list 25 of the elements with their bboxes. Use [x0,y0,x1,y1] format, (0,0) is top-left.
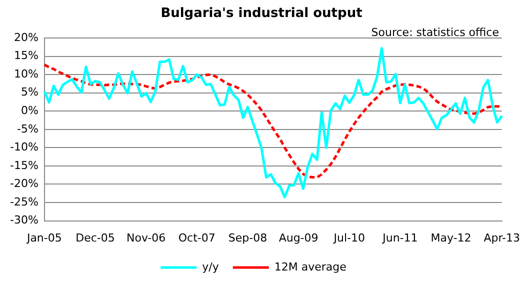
y-tick-label: 10% [14,67,38,80]
legend-label: 12M average [274,260,347,274]
y-tick-label: 0% [20,104,38,117]
y-tick-label: -15% [10,158,38,172]
chart-title: Bulgaria's industrial output [160,6,364,21]
y-tick-label: 15% [14,49,38,62]
y-tick-label: -25% [10,195,38,208]
x-tick-label: Jun-11 [382,231,418,244]
x-tick-label: Jul-10 [332,231,365,244]
y-tick-label: -5% [16,122,38,136]
legend-label: y/y [202,260,220,274]
x-tick-label: Jan-05 [26,231,62,244]
y-tick-label: -20% [10,177,38,190]
x-tick-label: Dec-05 [76,231,115,244]
y-tick-label: -10% [10,140,38,154]
y-tick-label: 20% [14,30,38,44]
x-tick-label: Nov-06 [126,231,166,244]
x-tick-label: Oct-07 [178,231,216,244]
x-tick-label: May-12 [430,231,472,244]
x-tick-label: Apr-13 [484,231,520,244]
annotation: Source: statistics office [371,26,499,39]
y-tick-label: -30% [10,214,38,227]
x-tick-label: Sep-08 [228,231,268,244]
x-tick-label: Aug-09 [278,231,318,244]
y-tick-label: 5% [20,86,38,99]
